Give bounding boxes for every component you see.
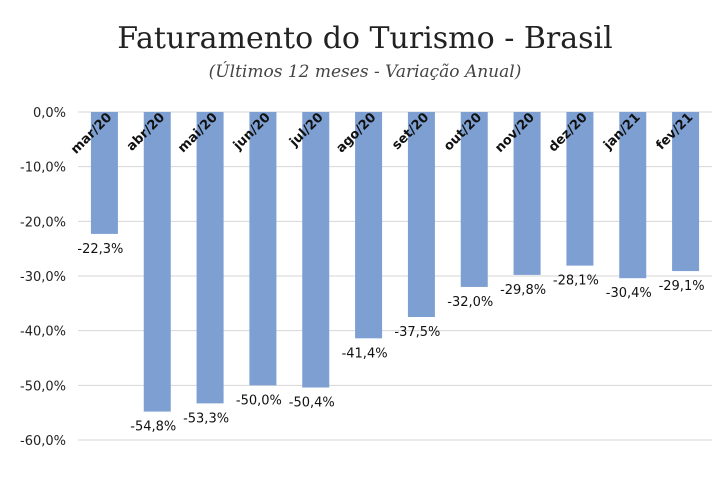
y-tick-label: -50,0% <box>20 379 66 394</box>
data-label: -32,0% <box>447 295 493 310</box>
y-tick-label: -40,0% <box>20 325 66 340</box>
bar-set-20 <box>407 112 435 317</box>
bar-dez-20 <box>566 112 594 266</box>
gridlines <box>78 111 712 441</box>
data-label: -53,3% <box>183 411 229 426</box>
data-label: -54,8% <box>130 420 176 435</box>
data-label: -50,4% <box>289 396 335 411</box>
bar-fev-21 <box>672 112 700 272</box>
y-axis-ticks: 0,0% -10,0% -20,0% -30,0% -40,0% -50,0% -60,0% <box>20 106 66 449</box>
bars <box>90 112 700 412</box>
bar-mai-20 <box>196 112 224 404</box>
bar-jun-20 <box>249 112 277 386</box>
data-label: -37,5% <box>394 325 440 340</box>
bar-mar-20 <box>90 112 118 234</box>
data-label: -29,8% <box>500 283 546 298</box>
data-label: -22,3% <box>77 242 123 257</box>
y-tick-label: -60,0% <box>20 434 66 449</box>
bar-jan-21 <box>619 112 647 279</box>
data-label: -29,1% <box>659 279 705 294</box>
bar-nov-20 <box>513 112 541 275</box>
chart-title: Faturamento do Turismo - Brasil <box>117 21 612 56</box>
chart-subtitle: (Últimos 12 meses - Variação Anual) <box>209 61 522 82</box>
y-tick-label: -20,0% <box>20 215 66 230</box>
bar-out-20 <box>460 112 488 287</box>
data-label: -50,0% <box>236 393 282 408</box>
data-labels: -22,3% -54,8% -53,3% -50,0% -50,4% -41,4% -37,… <box>77 242 704 435</box>
bar-ago-20 <box>355 112 383 339</box>
bar-jul-20 <box>302 112 330 388</box>
y-tick-label: 0,0% <box>33 106 66 121</box>
y-tick-label: -30,0% <box>20 270 66 285</box>
bar-abr-20 <box>143 112 171 412</box>
data-label: -41,4% <box>342 346 388 361</box>
y-tick-label: -10,0% <box>20 161 66 176</box>
data-label: -28,1% <box>553 274 599 289</box>
data-label: -30,4% <box>606 286 652 301</box>
